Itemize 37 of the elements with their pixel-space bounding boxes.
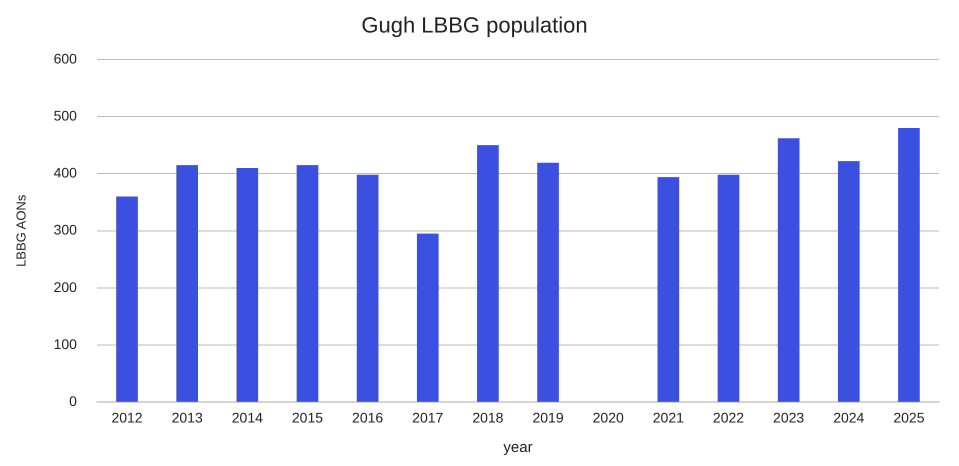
x-tick-label: 2024 (833, 409, 865, 426)
y-tick-label: 200 (54, 278, 78, 295)
y-tick-label: 400 (54, 164, 78, 181)
bar (296, 165, 318, 402)
x-tick-label: 2021 (652, 409, 684, 426)
bar (356, 174, 378, 402)
x-tick-label: 2018 (472, 409, 504, 426)
bar (718, 174, 740, 402)
x-tick-label: 2022 (712, 409, 744, 426)
bar (176, 165, 198, 402)
x-tick-label: 2013 (172, 409, 203, 426)
x-tick-label: 2025 (893, 409, 925, 426)
x-tick-label: 2014 (232, 409, 264, 426)
y-tick-label: 300 (54, 222, 78, 238)
y-tick-label: 600 (54, 50, 78, 66)
bar (537, 162, 559, 402)
chart-title: Gugh LBBG population (361, 12, 588, 38)
bar (236, 168, 258, 402)
bar (416, 234, 439, 402)
bar (838, 161, 860, 402)
y-axis-title: LBBG AONs (13, 194, 28, 267)
y-tick-label: 0 (69, 393, 78, 410)
x-tick-label: 2015 (292, 409, 324, 426)
x-tick-label: 2023 (773, 409, 804, 426)
x-tick-label: 2020 (592, 409, 624, 426)
bar (116, 196, 138, 402)
y-tick-label: 500 (54, 107, 78, 124)
x-tick-label: 2017 (412, 409, 444, 426)
bar (477, 145, 499, 402)
x-tick-label: 2016 (352, 409, 384, 426)
x-axis-title: year (503, 439, 533, 456)
x-tick-label: 2019 (532, 409, 564, 426)
y-tick-label: 100 (54, 336, 78, 352)
x-tick-label: 2012 (111, 409, 143, 426)
bar (658, 177, 680, 402)
bar (778, 138, 800, 402)
bar (898, 128, 920, 402)
